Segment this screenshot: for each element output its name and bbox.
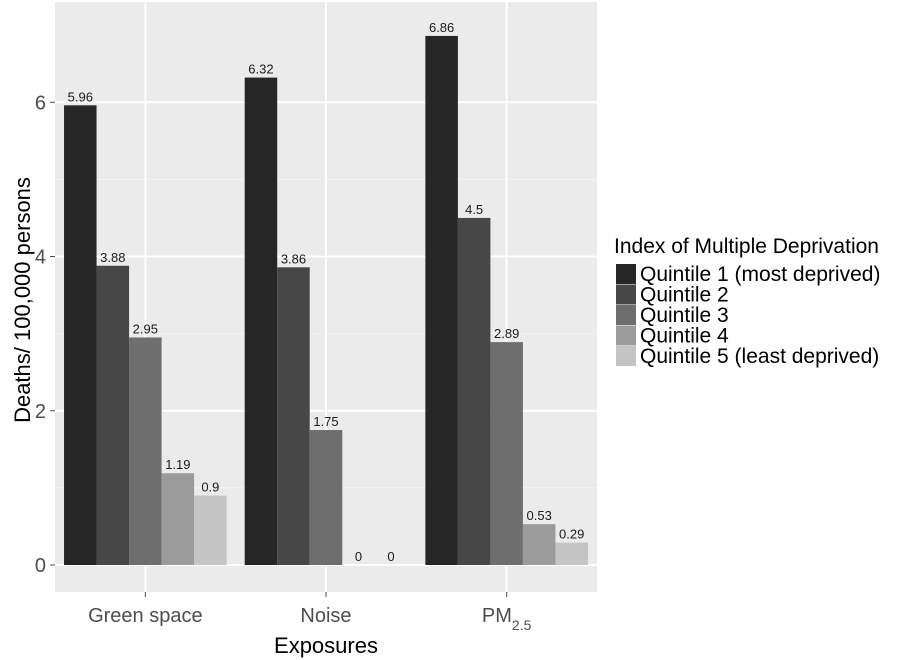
legend-swatch bbox=[616, 325, 636, 346]
bar bbox=[309, 430, 343, 566]
data-label: 3.86 bbox=[281, 251, 306, 266]
data-label: 2.89 bbox=[494, 326, 519, 341]
data-label: 0.53 bbox=[527, 508, 552, 523]
x-tick-label: Green space bbox=[88, 605, 203, 627]
x-axis-ticks: Green space Noise PM2.5 bbox=[88, 592, 532, 633]
bars bbox=[64, 35, 588, 566]
bar bbox=[555, 542, 588, 566]
y-tick-label: 0 bbox=[35, 555, 46, 577]
legend-swatch bbox=[616, 305, 636, 325]
bar bbox=[522, 524, 556, 566]
legend-label: Quintile 2 bbox=[640, 284, 729, 307]
data-label: 0 bbox=[355, 549, 362, 564]
data-label: 2.95 bbox=[133, 321, 158, 336]
bar bbox=[64, 105, 97, 566]
x-tick-label: Noise bbox=[300, 605, 351, 627]
legend-title: Index of Multiple Deprivation bbox=[614, 235, 879, 258]
data-label: 0.29 bbox=[559, 527, 584, 542]
x-tick-label-subscript: 2.5 bbox=[512, 617, 532, 633]
data-label: 5.96 bbox=[68, 89, 93, 104]
x-tick-label: PM2.5 bbox=[482, 605, 532, 633]
legend-swatch bbox=[616, 264, 636, 284]
legend-swatch bbox=[616, 284, 636, 305]
bar bbox=[96, 265, 130, 566]
data-label: 0.9 bbox=[201, 480, 219, 495]
bar bbox=[425, 35, 458, 566]
data-label: 1.75 bbox=[313, 414, 338, 429]
data-label: 6.32 bbox=[248, 62, 273, 77]
y-axis-ticks: 0 2 4 6 bbox=[35, 92, 55, 577]
legend: Index of Multiple Deprivation Quintile 1… bbox=[614, 235, 880, 368]
data-label: 0 bbox=[387, 549, 394, 564]
bar bbox=[161, 473, 195, 566]
bar bbox=[490, 342, 523, 566]
data-labels: 5.96 6.32 6.86 3.88 3.86 4.5 2.95 1.75 2.89 1.19 0… bbox=[68, 20, 585, 564]
y-tick-label: 2 bbox=[35, 401, 46, 423]
y-tick-label: 4 bbox=[35, 247, 46, 269]
legend-label: Quintile 4 bbox=[640, 325, 729, 348]
y-axis-title: Deaths/ 100,000 persons bbox=[10, 177, 35, 423]
legend-label: Quintile 5 (least deprived) bbox=[640, 345, 879, 368]
bar bbox=[244, 77, 278, 566]
x-axis-title: Exposures bbox=[274, 633, 378, 658]
bar bbox=[194, 495, 227, 566]
y-tick-label: 6 bbox=[35, 92, 46, 114]
data-label: 4.5 bbox=[465, 202, 483, 217]
data-label: 6.86 bbox=[429, 20, 454, 35]
legend-label: Quintile 1 (most deprived) bbox=[640, 263, 880, 286]
data-label: 1.19 bbox=[165, 457, 190, 472]
bar bbox=[277, 267, 310, 566]
bar bbox=[129, 337, 162, 566]
bar bbox=[457, 217, 491, 566]
legend-swatch bbox=[616, 346, 636, 366]
data-label: 3.88 bbox=[100, 250, 125, 265]
legend-label: Quintile 3 bbox=[640, 304, 729, 327]
